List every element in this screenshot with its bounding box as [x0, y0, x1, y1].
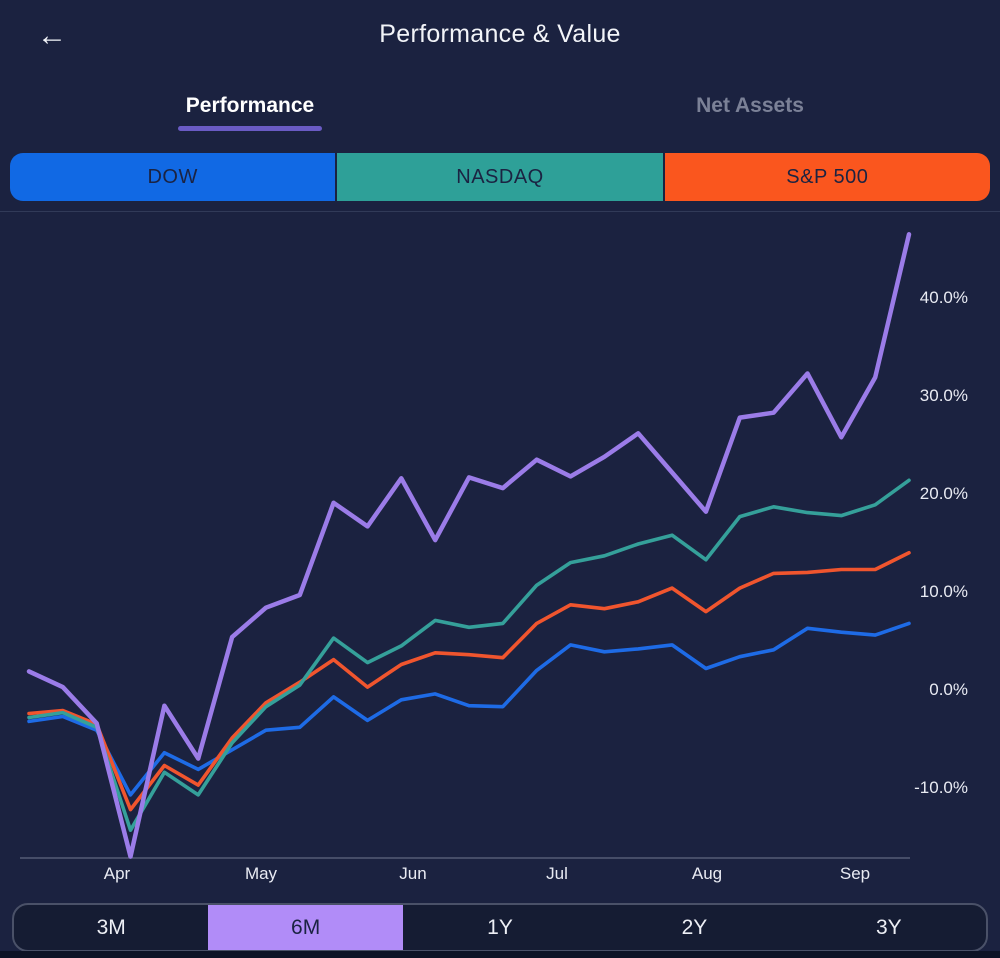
y-tick-30: 30.0%: [919, 386, 968, 405]
back-arrow-icon: ←: [37, 19, 67, 52]
nasdaq-toggle-button[interactable]: NASDAQ: [337, 153, 663, 201]
x-label-may: May: [244, 864, 278, 883]
dow-toggle-button[interactable]: DOW: [10, 153, 336, 201]
chart-canvas: [20, 232, 912, 859]
performance-chart: [0, 212, 1000, 860]
x-label-jul: Jul: [546, 864, 568, 883]
tab-performance-label: Performance: [185, 94, 315, 117]
nasdaq-line: [27, 478, 911, 833]
back-button[interactable]: ←: [30, 14, 74, 58]
time-range-selector: 3M 6M 1Y 2Y 3Y: [12, 903, 988, 952]
x-label-sep: Sep: [839, 864, 871, 883]
range-3y-button[interactable]: 3Y: [792, 905, 986, 950]
range-2y-button[interactable]: 2Y: [597, 905, 791, 950]
sp500-line: [27, 550, 911, 812]
tab-performance[interactable]: Performance: [0, 92, 500, 140]
tab-bar: Performance Net Assets: [0, 92, 1000, 140]
y-tick-20: 20.0%: [919, 484, 968, 503]
range-6m-button[interactable]: 6M: [208, 905, 403, 950]
tab-net-assets[interactable]: Net Assets: [500, 92, 1000, 140]
y-tick-0: 0.0%: [929, 680, 968, 699]
sp500-toggle-button[interactable]: S&P 500: [664, 153, 990, 201]
x-label-aug: Aug: [691, 864, 723, 883]
tab-net-assets-label: Net Assets: [696, 94, 804, 117]
active-tab-underline: [178, 126, 322, 131]
range-3m-button[interactable]: 3M: [14, 905, 208, 950]
bottom-edge-strip: [0, 951, 1000, 958]
y-tick-40: 40.0%: [919, 288, 968, 307]
fund-line: [26, 232, 912, 859]
dow-line: [27, 621, 911, 797]
y-tick-10: 10.0%: [919, 582, 968, 601]
x-label-jun: Jun: [399, 864, 427, 883]
page-title: Performance & Value: [379, 20, 621, 48]
index-toggle-group: DOW NASDAQ S&P 500: [10, 153, 990, 201]
header-divider: [0, 211, 1000, 212]
y-tick-neg10: -10.0%: [914, 778, 968, 797]
range-1y-button[interactable]: 1Y: [403, 905, 597, 950]
x-label-apr: Apr: [103, 864, 131, 883]
